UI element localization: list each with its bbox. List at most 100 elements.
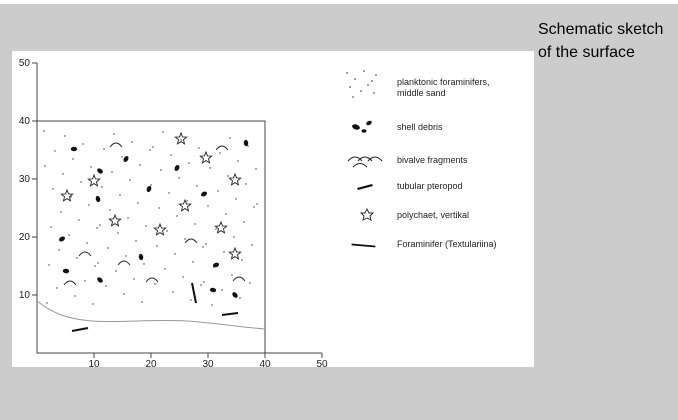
shell-debris-icon: [62, 268, 70, 274]
polychaet-star-icon: [108, 213, 122, 227]
sand-dot: [86, 242, 88, 244]
sand-dot: [182, 276, 184, 278]
sand-dot: [186, 200, 188, 202]
shell-debris-icon: [200, 191, 208, 197]
sand-dot: [48, 264, 50, 266]
tubular-pteropod-icon: [71, 327, 89, 332]
sand-dot: [172, 291, 174, 293]
sand-dot: [88, 204, 90, 206]
shell-debris-icon: [212, 262, 220, 268]
legend-label: planktonic foraminifers,: [397, 77, 490, 87]
legend-label: shell debris: [397, 122, 443, 132]
y-tick-label: 50: [19, 58, 31, 69]
polychaet-star-icon: [60, 188, 74, 202]
sand-dot: [50, 226, 52, 228]
legend-item-pteropod: tubular pteropod: [357, 181, 463, 191]
sand-dot: [241, 259, 243, 261]
sand-dot: [84, 280, 86, 282]
shell-debris-icon: [70, 146, 78, 152]
sand-dot: [143, 263, 145, 265]
y-tick-label: 10: [19, 290, 31, 301]
shell-debris-icon: [95, 195, 101, 203]
foraminifer-needle-icon: [351, 243, 376, 248]
sand-dot: [253, 206, 255, 208]
sand-dot: [154, 283, 156, 285]
sand-dot: [223, 251, 225, 253]
sand-dot: [127, 217, 129, 219]
sand-dot: [235, 198, 237, 200]
sand-dot: [131, 141, 133, 143]
sand-dot: [229, 137, 231, 139]
shell-debris-icon: [209, 287, 217, 293]
bivalve-fragment-icon: [117, 260, 131, 266]
sand-dot: [133, 278, 135, 280]
sand-dot: [184, 238, 186, 240]
sand-dot: [80, 181, 82, 183]
sand-dot: [117, 232, 119, 234]
sand-dot: [58, 249, 60, 251]
shell-debris-icon: [97, 277, 103, 283]
sketch-panel: 50 40 30 20 10 10 20 30 40 50: [12, 51, 534, 370]
sand-dot: [44, 165, 46, 167]
polychaet-star-icon: [359, 207, 375, 221]
y-tick-label: 20: [19, 232, 31, 243]
sand-dot: [139, 164, 141, 166]
sand-dot: [92, 303, 94, 305]
sand-dot: [198, 147, 200, 149]
sand-dot: [217, 190, 219, 192]
legend-item-bivalve: bivalve fragments: [347, 155, 468, 168]
sand-dot: [245, 183, 247, 185]
sand-dot: [62, 173, 64, 175]
sand-dot: [180, 139, 182, 141]
shell-debris-icon: [59, 236, 65, 242]
sand-dots-icon: [346, 70, 377, 98]
sand-dot: [64, 135, 66, 137]
sand-dot: [194, 223, 196, 225]
sand-dot: [225, 213, 227, 215]
sand-dot: [176, 215, 178, 217]
sand-dot: [137, 202, 139, 204]
bivalve-fragment-icon: [215, 145, 229, 151]
polychaet-star-icon: [178, 198, 192, 212]
sand-dot: [56, 287, 58, 289]
sand-dot: [105, 285, 107, 287]
bivalve-fragment-icon: [184, 238, 198, 244]
sand-dot: [99, 224, 101, 226]
tubular-pteropod-icon: [221, 312, 239, 316]
bivalve-fragment-icon: [109, 142, 123, 148]
sand-dot: [227, 175, 229, 177]
sand-dot: [231, 274, 233, 276]
sand-dot: [203, 281, 205, 283]
sand-dot: [149, 149, 151, 151]
polychaet-star-icon: [153, 222, 167, 236]
sand-dot: [166, 230, 168, 232]
polychaet-star-icon: [199, 150, 213, 164]
legend-item-sand: planktonic foraminifers, middle sand: [346, 70, 490, 98]
sand-dot: [219, 152, 221, 154]
sand-dot: [107, 247, 109, 249]
sand-dot: [52, 188, 54, 190]
bivalve-fragment-icon: [145, 277, 159, 283]
sand-dot: [94, 265, 96, 267]
shell-debris-icon: [97, 168, 103, 174]
sand-dot: [200, 284, 202, 286]
bivalve-fragment-icon: [232, 276, 246, 282]
sand-dot: [178, 177, 180, 179]
figure-caption: Schematic sketch of the surface: [538, 21, 664, 61]
sand-dot: [237, 160, 239, 162]
sand-dot: [123, 293, 125, 295]
bivalve-fragments-icon: [347, 156, 383, 168]
sand-dot: [207, 205, 209, 207]
sand-dot: [43, 130, 45, 132]
sand-dot: [239, 297, 241, 299]
sand-dot: [119, 194, 121, 196]
x-tick-label: 30: [202, 359, 214, 367]
sand-dot: [205, 243, 207, 245]
legend-item-polychaet: polychaet, vertikal: [359, 207, 469, 221]
sand-dot: [54, 150, 56, 152]
sand-dot: [152, 146, 154, 148]
shell-debris-icon: [243, 139, 249, 147]
sand-dot: [249, 282, 251, 284]
shell-debris-icon: [123, 156, 129, 162]
sketch-symbols: [43, 130, 258, 332]
